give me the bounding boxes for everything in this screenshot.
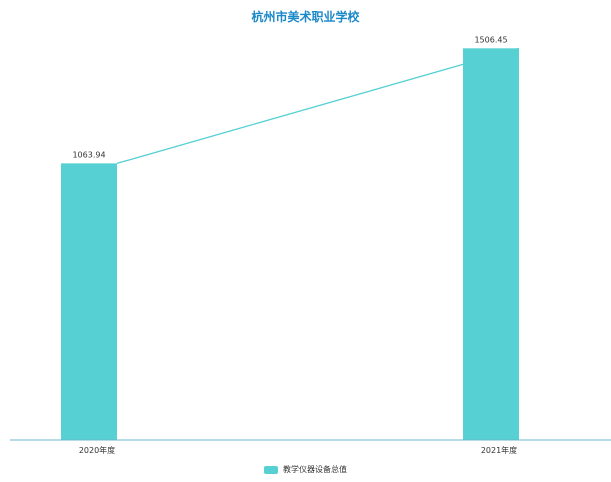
chart-title: 杭州市美术职业学校	[251, 10, 360, 24]
data-label-0: 1063.94	[72, 150, 105, 159]
bar-0	[61, 163, 117, 440]
legend-label: 教学仪器设备总值	[283, 465, 347, 474]
bar-1	[463, 48, 519, 440]
legend[interactable]: 教学仪器设备总值	[0, 464, 611, 475]
x-tick-label-1: 2021年度	[481, 445, 517, 455]
legend-swatch	[264, 465, 278, 474]
trend-line	[116, 47, 520, 165]
x-tick-label-0: 2020年度	[79, 445, 115, 455]
data-label-1: 1506.45	[474, 35, 507, 44]
